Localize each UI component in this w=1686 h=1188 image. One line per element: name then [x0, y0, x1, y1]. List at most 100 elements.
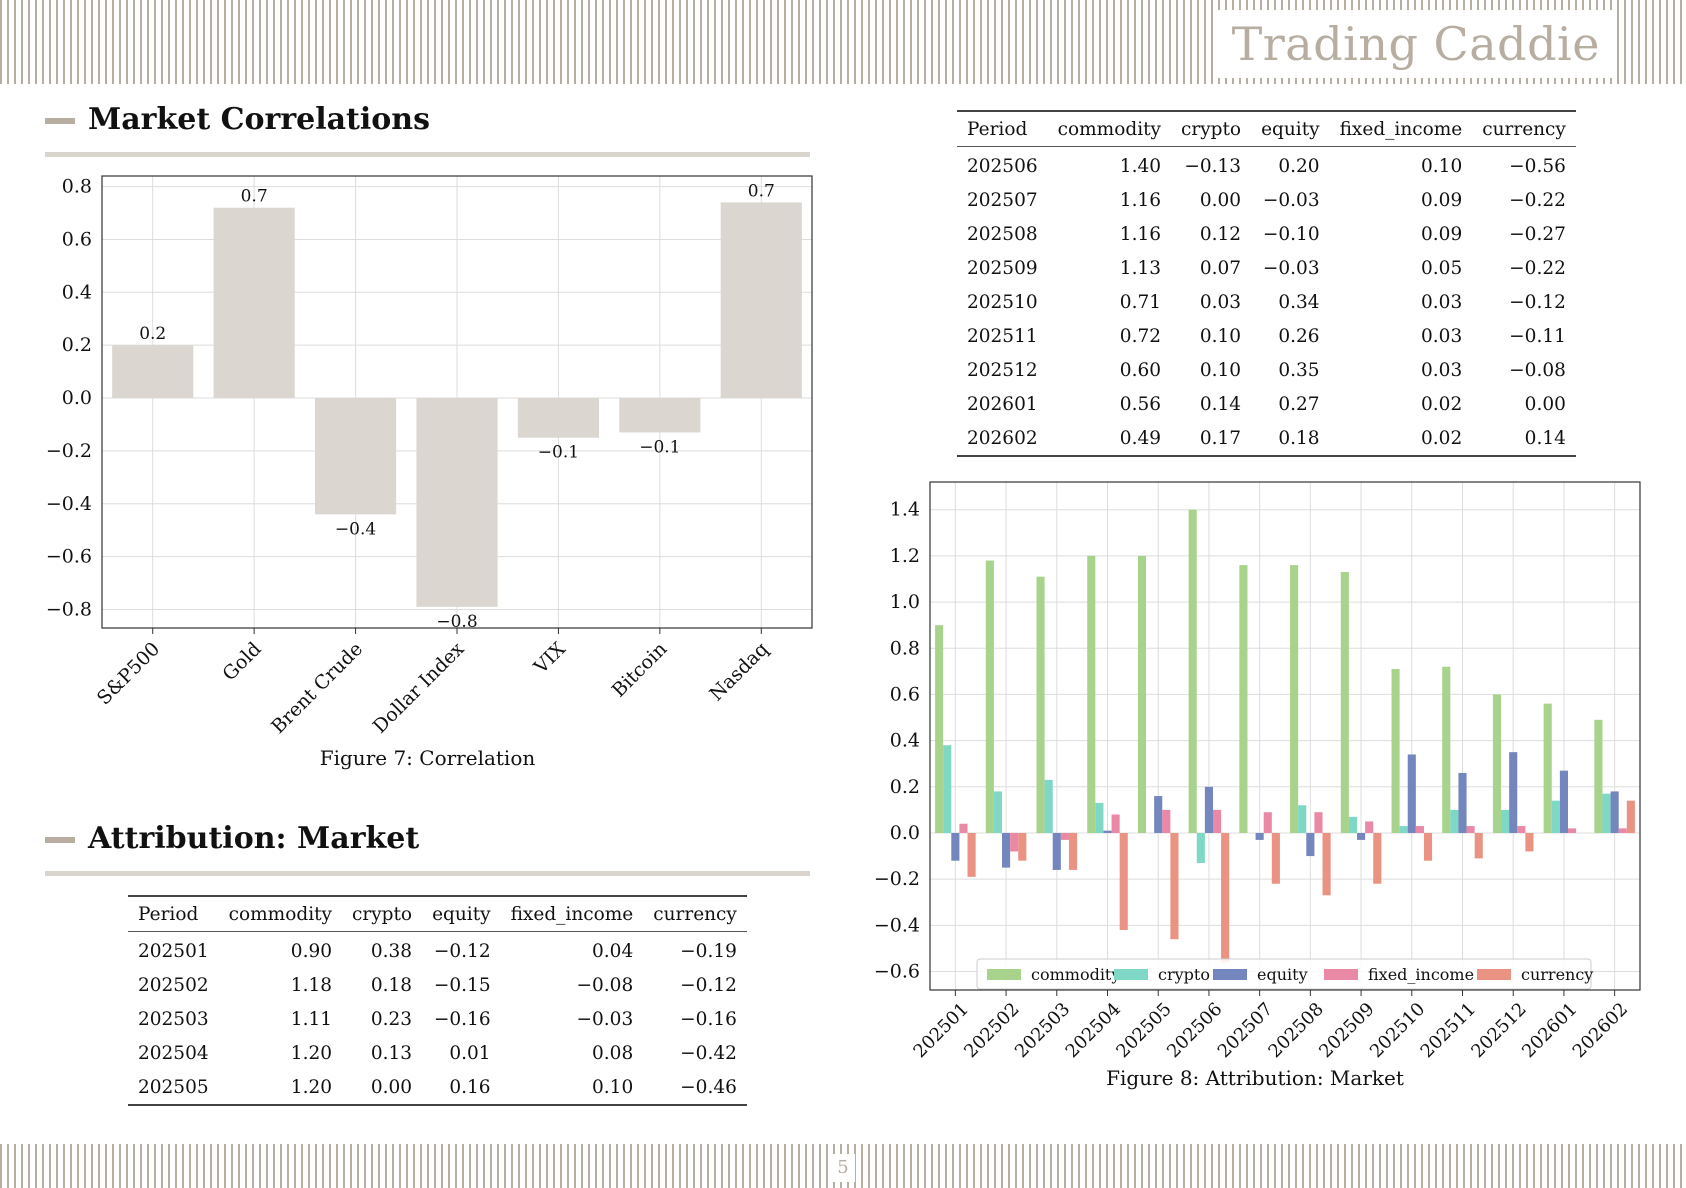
x-tick-label: 202505 — [1112, 999, 1175, 1062]
x-tick-label: 202503 — [1011, 999, 1074, 1062]
table-cell: 0.10 — [1199, 359, 1242, 381]
table-cell: −0.12 — [680, 974, 737, 996]
table-cell: −0.03 — [576, 1008, 634, 1030]
bar-commodity — [1036, 576, 1045, 833]
bar — [720, 202, 802, 399]
bar-currency — [1170, 832, 1179, 940]
bar — [619, 398, 701, 433]
attribution-table-bottom: Period commodity crypto equity fixed_inc… — [128, 895, 747, 1106]
table-cell: 0.49 — [1119, 427, 1161, 449]
y-tick-label: 0.4 — [890, 730, 920, 752]
table-cell: 0.26 — [1278, 325, 1320, 347]
attribution-table-top: Period commodity crypto equity fixed_inc… — [957, 110, 1576, 457]
y-tick-label: 0.0 — [890, 822, 920, 844]
table-cell: 0.13 — [370, 1042, 413, 1064]
x-tick-label: 202601 — [1518, 999, 1581, 1062]
y-tick-label: 0.6 — [890, 683, 920, 705]
bar — [315, 398, 397, 515]
table-cell: 0.08 — [592, 1042, 634, 1064]
table-cell: −0.15 — [433, 974, 491, 996]
table-cell: −0.03 — [1262, 189, 1320, 211]
table-cell: 0.02 — [1421, 427, 1463, 449]
bar — [213, 207, 295, 399]
x-tick-label: S&P500 — [93, 638, 164, 709]
y-tick-label: 0.6 — [62, 228, 92, 250]
data-label: 0.7 — [748, 181, 775, 201]
table-cell: −0.12 — [1509, 291, 1566, 313]
y-tick-label: −0.8 — [46, 598, 92, 620]
x-tick-label: Brent Crude — [267, 638, 367, 738]
table-cell: 1.16 — [1119, 189, 1161, 211]
table-cell: −0.08 — [1509, 359, 1566, 381]
bar-commodity — [1239, 565, 1248, 833]
y-tick-label: −0.6 — [874, 961, 920, 983]
table-cell: 202501 — [138, 940, 209, 962]
table-cell: 202511 — [967, 325, 1038, 347]
table-row: 202602 0.49 0.17 0.18 0.02 0.14 — [957, 421, 1576, 456]
bar-fixed_income — [1212, 809, 1222, 833]
bar-currency — [1525, 832, 1534, 852]
bar-commodity — [1087, 555, 1096, 833]
table-cell: 0.03 — [1199, 291, 1242, 313]
column-header: currency — [1472, 111, 1576, 147]
plot-frame — [101, 175, 813, 629]
bar-equity — [1002, 832, 1011, 868]
table-cell: 202512 — [967, 359, 1038, 381]
table-cell: −0.03 — [1262, 257, 1320, 279]
bar-equity — [1458, 772, 1467, 833]
table-row: 202504 1.20 0.13 0.01 0.08 −0.42 — [128, 1036, 747, 1070]
table-cell: −0.27 — [1509, 223, 1566, 245]
bar-equity — [1407, 754, 1416, 833]
data-label: 0.2 — [139, 324, 166, 344]
table-row: 202506 1.40 −0.13 0.20 0.10 −0.56 — [957, 147, 1576, 184]
heading-rule — [45, 152, 810, 157]
table-cell: 0.07 — [1199, 257, 1242, 279]
table-cell: 202509 — [967, 257, 1038, 279]
x-tick-label: 202507 — [1214, 999, 1277, 1062]
x-tick-label: 202504 — [1062, 999, 1125, 1062]
legend-swatch — [987, 969, 1021, 980]
x-tick-label: Bitcoin — [608, 638, 672, 702]
bar-crypto — [993, 791, 1003, 833]
table-cell: 0.18 — [1278, 427, 1320, 449]
bar-equity — [1610, 791, 1619, 833]
table-cell: 0.20 — [1278, 155, 1320, 177]
bar-commodity — [985, 560, 994, 833]
table-cell: 202505 — [138, 1076, 209, 1098]
bar-fixed_income — [1314, 812, 1323, 833]
table-cell: −0.16 — [680, 1008, 737, 1030]
table-cell: 1.40 — [1119, 155, 1161, 177]
bar-currency — [1271, 832, 1280, 884]
bar-crypto — [1095, 802, 1104, 833]
bar-crypto — [1196, 832, 1205, 863]
correlation-chart: −0.8 −0.6 −0.4 −0.2 0.0 0.2 0.4 0.6 0.8 0.2 S&P500… — [46, 175, 813, 738]
y-tick-label: 1.0 — [890, 591, 920, 613]
bar — [112, 345, 194, 399]
bar-fixed_income — [1111, 814, 1120, 833]
bar-fixed_income — [1567, 828, 1577, 833]
bar-commodity — [1137, 555, 1147, 833]
bar-fixed_income — [1263, 812, 1272, 833]
x-tick-label: VIX — [529, 638, 570, 679]
legend-swatch — [1114, 969, 1148, 980]
table-cell: −0.10 — [1262, 223, 1320, 245]
bar-commodity — [1492, 694, 1502, 833]
column-header: equity — [1251, 111, 1330, 147]
table-cell: 0.60 — [1119, 359, 1161, 381]
table-cell: 0.34 — [1278, 291, 1320, 313]
table-cell: 0.10 — [592, 1076, 634, 1098]
chart-legend: commodity crypto equity fixed_income currenc… — [976, 958, 1593, 990]
column-header: commodity — [218, 896, 342, 932]
table-cell: 202506 — [967, 155, 1038, 177]
table-header-row: Period commodity crypto equity fixed_inc… — [957, 111, 1576, 147]
y-tick-label: −0.2 — [874, 868, 920, 890]
bar-fixed_income — [1517, 826, 1526, 833]
bar-crypto — [943, 745, 952, 833]
table-cell: 0.03 — [1421, 291, 1463, 313]
table-row: 202509 1.13 0.07 −0.03 0.05 −0.22 — [957, 251, 1576, 285]
x-tick-label: 202602 — [1569, 999, 1632, 1062]
bar — [517, 398, 599, 438]
bar-commodity — [1543, 703, 1552, 833]
bar-crypto — [1450, 809, 1459, 833]
bar-crypto — [1044, 779, 1053, 833]
